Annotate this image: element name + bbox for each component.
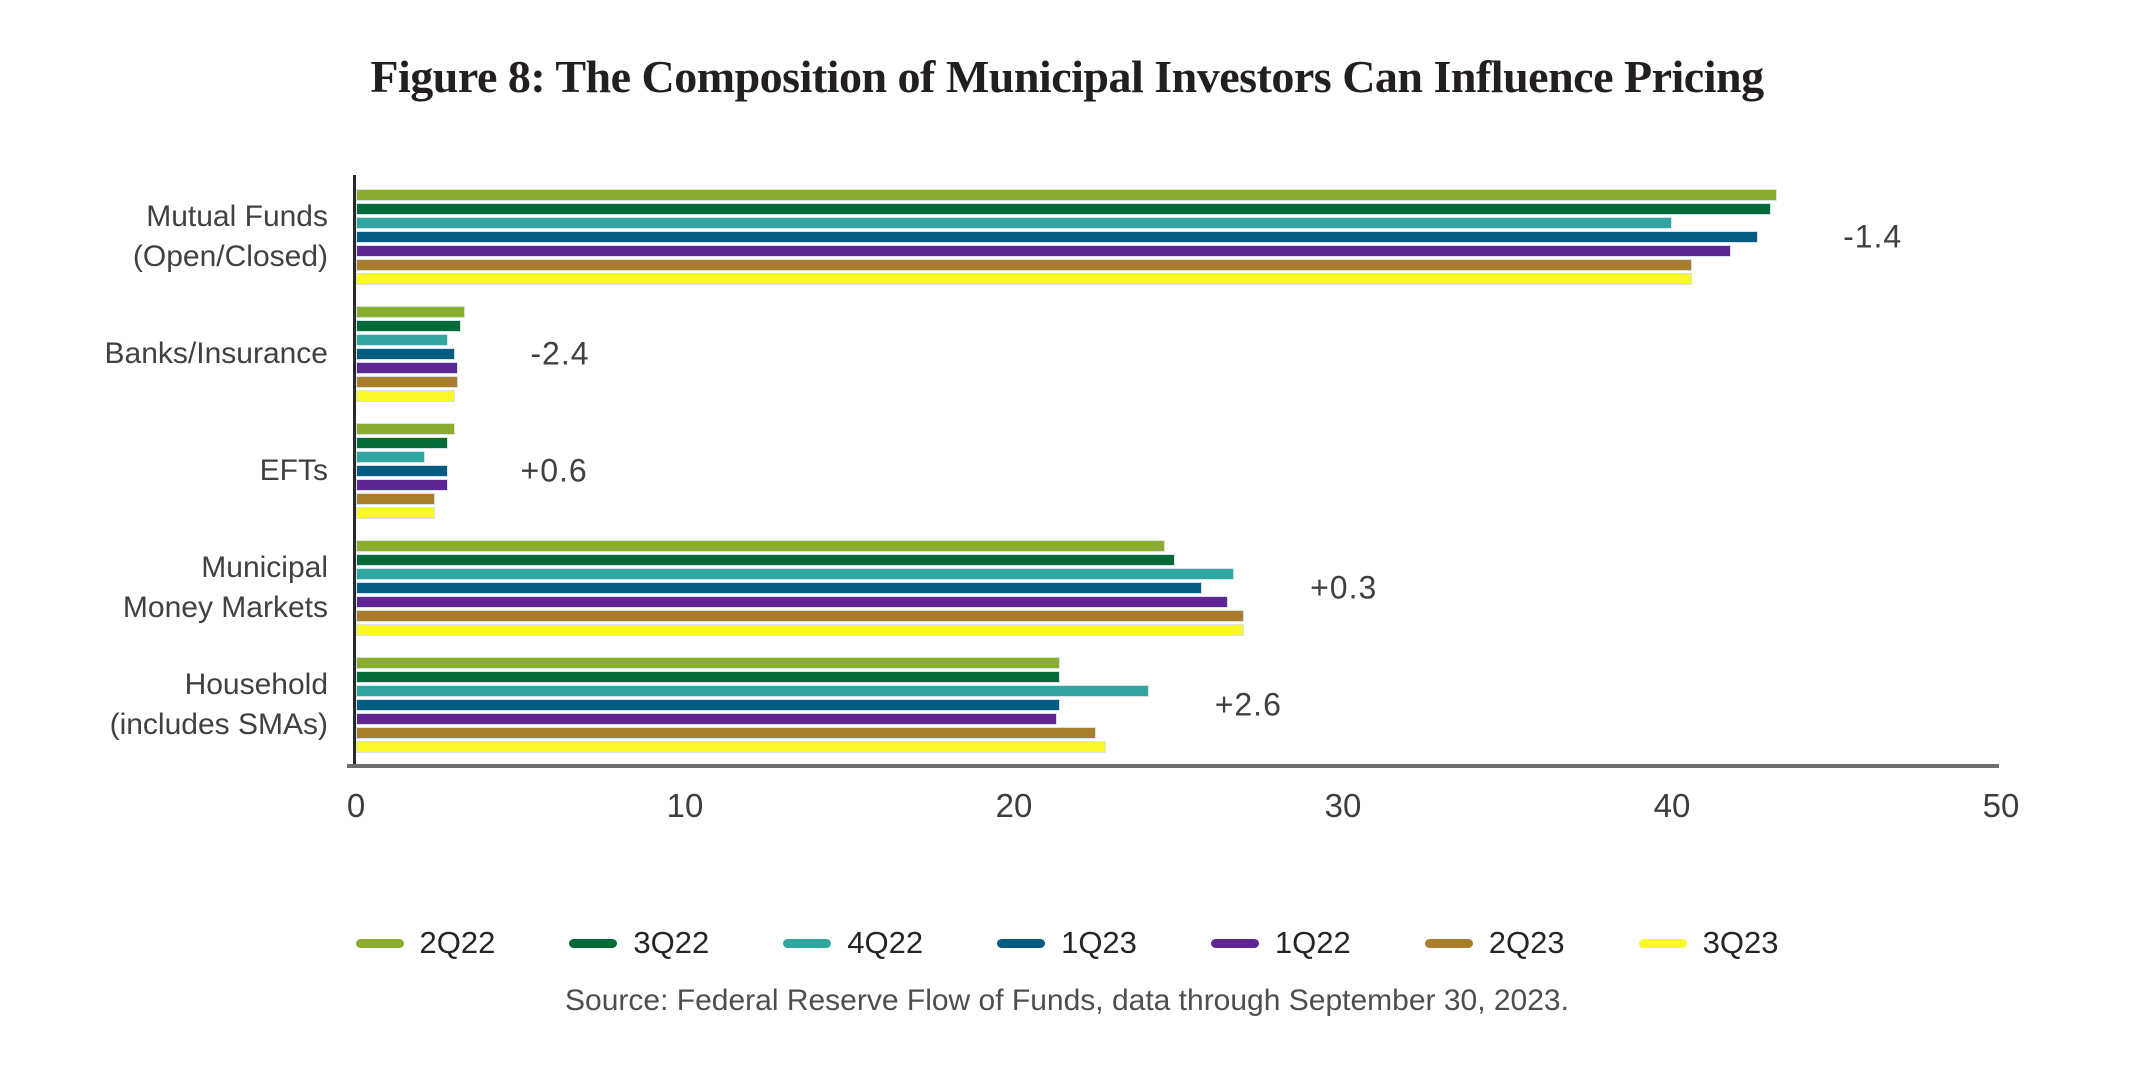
legend-label-1q23: 1Q23 — [1061, 925, 1137, 960]
bar-2q23-household-includes-smas — [356, 727, 1097, 739]
legend-label-2q22: 2Q22 — [419, 925, 496, 960]
bar-group-household-includes-smas: +2.6 — [356, 657, 2001, 753]
x-tick-50: 50 — [1982, 787, 2020, 824]
legend-item-3q23: 3Q23 — [1638, 925, 1779, 961]
bar-2q23-mutual-funds-open-closed — [356, 259, 1692, 271]
bar-2q22-mutual-funds-open-closed — [356, 189, 1778, 201]
legend-swatch-3q23 — [1638, 938, 1687, 948]
bar-1q22-banks-insurance — [356, 362, 458, 374]
y-axis-line — [353, 175, 356, 767]
bar-1q22-mutual-funds-open-closed — [356, 245, 1732, 257]
legend-item-4q22: 4Q22 — [783, 925, 923, 961]
bar-2q23-banks-insurance — [356, 376, 458, 388]
legend-item-2q23: 2Q23 — [1424, 925, 1565, 961]
category-label-municipal-money-markets: Municipal Money Markets — [122, 551, 328, 624]
x-tick-20: 20 — [995, 787, 1033, 824]
bar-4q22-banks-insurance — [356, 334, 449, 346]
bar-4q22-municipal-money-markets — [356, 568, 1235, 580]
x-tick-30: 30 — [1324, 787, 1362, 824]
bar-1q23-banks-insurance — [356, 348, 455, 360]
bar-1q22-household-includes-smas — [356, 713, 1057, 725]
legend-label-3q23: 3Q23 — [1702, 925, 1779, 960]
bar-3q23-efts — [356, 507, 435, 519]
chart-title: Figure 8: The Composition of Municipal I… — [370, 51, 1764, 102]
annotation-banks-insurance: -2.4 — [530, 335, 590, 372]
legend-swatch-2q22 — [355, 938, 404, 948]
annotation-efts: +0.6 — [520, 452, 588, 489]
plot-area: -1.4 -2.4 +0.6 +0.3 +2.6 0 10 20 30 40 50 Mutual … — [105, 175, 2019, 824]
annotation-municipal-money-markets: +0.3 — [1310, 569, 1378, 606]
category-label-efts: EFTs — [259, 454, 328, 487]
legend-item-2q22: 2Q22 — [355, 925, 496, 961]
bar-2q23-efts — [356, 493, 435, 505]
bar-3q23-municipal-money-markets — [356, 624, 1245, 636]
bar-3q22-banks-insurance — [356, 320, 462, 332]
legend-label-4q22: 4Q22 — [847, 925, 924, 960]
legend-label-3q22: 3Q22 — [633, 925, 710, 960]
bar-2q22-household-includes-smas — [356, 657, 1061, 669]
bar-4q22-household-includes-smas — [356, 685, 1149, 697]
bar-3q23-mutual-funds-open-closed — [356, 273, 1692, 285]
legend-item-1q22: 1Q22 — [1210, 925, 1351, 961]
bar-3q22-municipal-money-markets — [356, 554, 1176, 566]
bar-3q23-banks-insurance — [356, 390, 455, 402]
bar-2q22-municipal-money-markets — [356, 540, 1166, 552]
bar-group-banks-insurance: -2.4 — [356, 306, 2001, 402]
bar-1q22-municipal-money-markets — [356, 596, 1228, 608]
bar-3q22-mutual-funds-open-closed — [356, 203, 1771, 215]
category-label-household-includes-smas: Household (includes SMAs) — [109, 668, 328, 741]
annotation-household-includes-smas: +2.6 — [1214, 686, 1282, 723]
legend-label-1q22: 1Q22 — [1274, 925, 1351, 960]
x-tick-10: 10 — [666, 787, 704, 824]
bar-3q22-efts — [356, 437, 449, 449]
bar-2q22-banks-insurance — [356, 306, 465, 318]
legend-label-2q23: 2Q23 — [1488, 925, 1565, 960]
x-tick-0: 0 — [346, 787, 366, 824]
bar-group-mutual-funds-open-closed: -1.4 — [356, 189, 2001, 285]
bar-2q23-municipal-money-markets — [356, 610, 1245, 622]
legend-item-3q22: 3Q22 — [569, 925, 709, 961]
bar-1q23-municipal-money-markets — [356, 582, 1202, 594]
bar-2q22-efts — [356, 423, 455, 435]
annotation-mutual-funds-open-closed: -1.4 — [1843, 218, 1903, 255]
legend-swatch-1q22 — [1210, 938, 1259, 948]
bar-1q23-mutual-funds-open-closed — [356, 231, 1758, 243]
source-note: Source: Federal Reserve Flow of Funds, d… — [565, 984, 1569, 1017]
legend-swatch-4q22 — [783, 938, 832, 948]
legend-swatch-2q23 — [1424, 938, 1473, 948]
bar-1q23-efts — [356, 465, 449, 477]
bar-3q23-household-includes-smas — [356, 741, 1107, 753]
bar-1q22-efts — [356, 479, 449, 491]
bar-group-municipal-money-markets: +0.3 — [356, 540, 2001, 636]
bar-group-efts: +0.6 — [356, 423, 2001, 519]
legend-swatch-1q23 — [997, 938, 1046, 948]
x-axis-line — [347, 764, 1999, 768]
bar-1q23-household-includes-smas — [356, 699, 1061, 711]
legend-item-1q23: 1Q23 — [997, 925, 1137, 961]
bar-4q22-efts — [356, 451, 426, 463]
category-label-mutual-funds-open-closed: Mutual Funds (Open/Closed) — [132, 200, 328, 273]
bar-4q22-mutual-funds-open-closed — [356, 217, 1672, 229]
legend: 2Q22 3Q22 4Q22 1Q23 1Q22 2Q23 3Q23 — [0, 925, 2134, 961]
category-label-banks-insurance: Banks/Insurance — [104, 337, 328, 370]
x-tick-40: 40 — [1653, 787, 1691, 824]
bar-3q22-household-includes-smas — [356, 671, 1061, 683]
legend-swatch-3q22 — [569, 938, 618, 948]
